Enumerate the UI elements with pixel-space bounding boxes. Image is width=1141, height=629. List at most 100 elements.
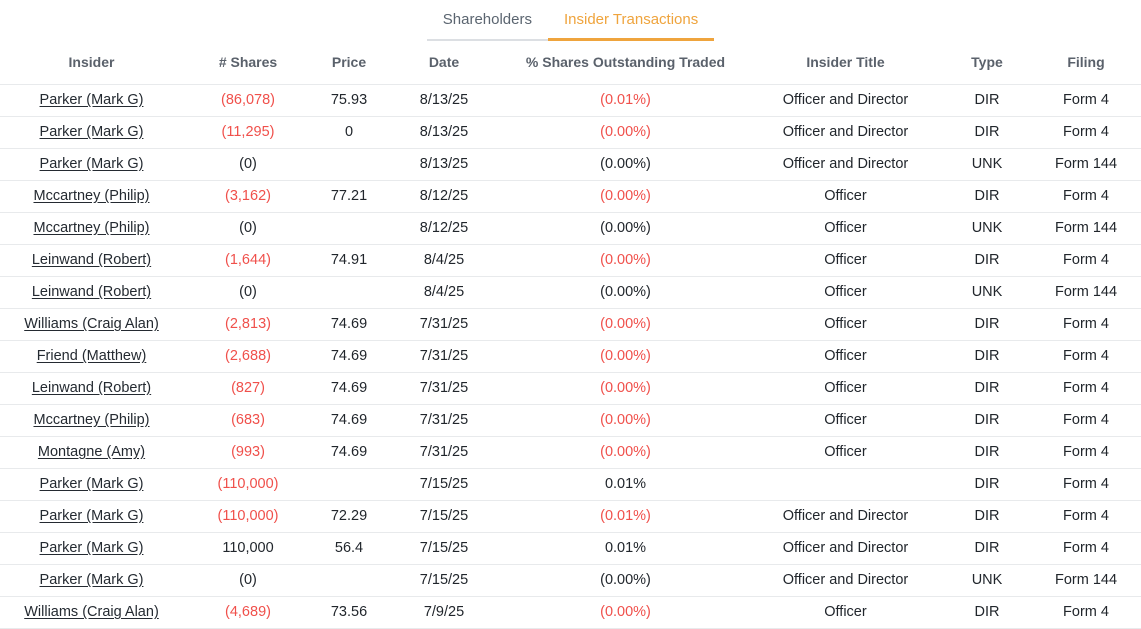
insider-link[interactable]: Parker (Mark G) [39,540,144,556]
filing-cell: Form 4 [1031,372,1141,405]
column-header-insider-title: Insider Title [748,41,943,85]
shares-cell: (86,078) [183,84,313,117]
insider-title-cell: Officer and Director [748,148,943,181]
price-cell [313,276,385,309]
insider-cell: Williams (Craig Alan) [0,308,183,341]
date-cell: 8/13/25 [385,116,503,149]
insider-cell: Montagne (Amy) [0,436,183,469]
date-cell: 7/31/25 [385,308,503,341]
insider-link[interactable]: Leinwand (Robert) [31,252,152,268]
insider-link[interactable]: Leinwand (Robert) [31,380,152,396]
type-cell: DIR [943,532,1031,565]
insider-link[interactable]: Williams (Craig Alan) [24,316,159,332]
filing-cell: Form 4 [1031,84,1141,117]
filing-cell: Form 144 [1031,564,1141,597]
insider-link[interactable]: Mccartney (Philip) [33,188,150,204]
type-cell: UNK [943,276,1031,309]
filing-cell: Form 4 [1031,404,1141,437]
filing-cell: Form 4 [1031,116,1141,149]
shares-cell: (993) [183,436,313,469]
insider-title-cell: Officer [748,372,943,405]
insider-link[interactable]: Leinwand (Robert) [31,284,152,300]
insider-title-cell: Officer and Director [748,84,943,117]
date-cell: 7/15/25 [385,564,503,597]
insider-link[interactable]: Parker (Mark G) [39,156,144,172]
insider-cell: Parker (Mark G) [0,148,183,181]
table-row: Leinwand (Robert) (827) 74.69 7/31/25 (0… [0,372,1141,405]
insider-title-cell: Officer [748,212,943,245]
shares-cell: (110,000) [183,468,313,501]
table-row: Parker (Mark G) (110,000) 7/15/25 0.01% … [0,468,1141,501]
date-cell: 7/15/25 [385,468,503,501]
column-header-filing: Filing [1031,41,1141,85]
insider-title-cell: Officer [748,180,943,213]
insider-cell: Leinwand (Robert) [0,276,183,309]
shares-cell: (3,162) [183,180,313,213]
insider-link[interactable]: Friend (Matthew) [36,348,147,364]
type-cell: DIR [943,404,1031,437]
column-header-price: Price [313,41,385,85]
type-cell: DIR [943,340,1031,373]
price-cell [313,148,385,181]
insider-title-cell: Officer [748,308,943,341]
shares-cell: (827) [183,372,313,405]
table-row: Mccartney (Philip) (3,162) 77.21 8/12/25… [0,180,1141,213]
insider-cell: Williams (Craig Alan) [0,596,183,629]
price-cell: 77.21 [313,180,385,213]
filing-cell: Form 4 [1031,244,1141,277]
tab-shareholders[interactable]: Shareholders [426,0,548,41]
shares-cell: (110,000) [183,500,313,533]
insider-cell: Leinwand (Robert) [0,244,183,277]
insider-link[interactable]: Mccartney (Philip) [33,220,150,236]
shares-cell: (0) [183,212,313,245]
price-cell: 74.91 [313,244,385,277]
date-cell: 8/12/25 [385,180,503,213]
tab-insider-transactions[interactable]: Insider Transactions [548,0,715,41]
insider-link[interactable]: Parker (Mark G) [39,92,144,108]
table-row: Mccartney (Philip) (0) 8/12/25 (0.00%) O… [0,212,1141,245]
insider-cell: Parker (Mark G) [0,500,183,533]
shares-cell: 110,000 [183,532,313,565]
pct-cell: (0.00%) [503,436,748,469]
insider-link[interactable]: Montagne (Amy) [37,444,146,460]
insider-link[interactable]: Parker (Mark G) [39,124,144,140]
filing-cell: Form 4 [1031,500,1141,533]
insider-link[interactable]: Parker (Mark G) [39,476,144,492]
insider-link[interactable]: Parker (Mark G) [39,572,144,588]
pct-cell: (0.00%) [503,564,748,597]
filing-cell: Form 144 [1031,276,1141,309]
pct-cell: (0.00%) [503,276,748,309]
date-cell: 8/4/25 [385,276,503,309]
pct-cell: (0.00%) [503,212,748,245]
type-cell: DIR [943,436,1031,469]
date-cell: 7/31/25 [385,404,503,437]
shares-cell: (0) [183,564,313,597]
insider-title-cell: Officer and Director [748,116,943,149]
filing-cell: Form 4 [1031,308,1141,341]
insider-cell: Parker (Mark G) [0,468,183,501]
insider-cell: Mccartney (Philip) [0,212,183,245]
filing-cell: Form 4 [1031,436,1141,469]
shares-cell: (2,688) [183,340,313,373]
insider-link[interactable]: Mccartney (Philip) [33,412,150,428]
filing-cell: Form 144 [1031,148,1141,181]
table-row: Mccartney (Philip) (683) 74.69 7/31/25 (… [0,404,1141,437]
insider-cell: Leinwand (Robert) [0,372,183,405]
insider-link[interactable]: Williams (Craig Alan) [24,604,159,620]
price-cell: 72.29 [313,500,385,533]
table-row: Parker (Mark G) (110,000) 72.29 7/15/25 … [0,500,1141,533]
type-cell: UNK [943,148,1031,181]
type-cell: DIR [943,244,1031,277]
insider-cell: Parker (Mark G) [0,84,183,117]
filing-cell: Form 4 [1031,340,1141,373]
filing-cell: Form 4 [1031,596,1141,629]
insider-cell: Parker (Mark G) [0,116,183,149]
insider-link[interactable]: Parker (Mark G) [39,508,144,524]
date-cell: 7/31/25 [385,372,503,405]
date-cell: 8/13/25 [385,84,503,117]
column-header-pct-shares-outstanding-traded: % Shares Outstanding Traded [503,41,748,85]
table-row: Leinwand (Robert) (0) 8/4/25 (0.00%) Off… [0,276,1141,309]
filing-cell: Form 4 [1031,180,1141,213]
table-row: Parker (Mark G) (86,078) 75.93 8/13/25 (… [0,84,1141,117]
type-cell: DIR [943,84,1031,117]
